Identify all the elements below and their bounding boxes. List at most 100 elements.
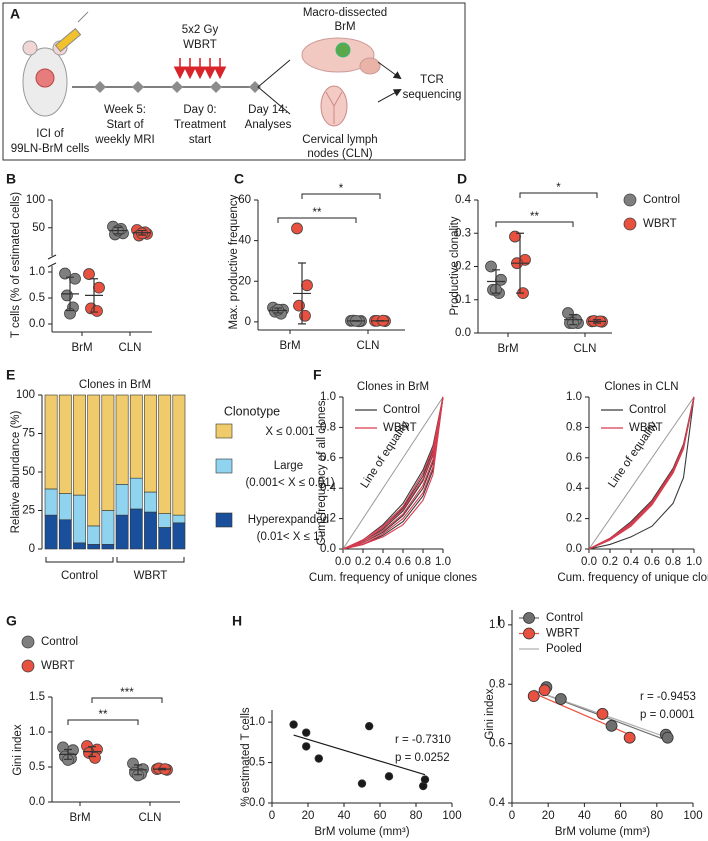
y-tick-label: 0 — [29, 543, 35, 555]
legend-swatch — [215, 423, 233, 439]
y-tick-label: 0.4 — [489, 797, 506, 809]
x-axis-label: BrM volume (mm³) — [314, 826, 409, 838]
bar-segment — [44, 394, 58, 490]
legend-label: Control — [41, 636, 78, 648]
data-point — [93, 281, 105, 294]
brain-icon — [301, 37, 381, 75]
significance-label: *** — [120, 687, 134, 699]
y-tick-label: 0.5 — [249, 757, 265, 769]
data-point — [61, 289, 73, 302]
annotation: r = -0.9453 — [640, 691, 696, 703]
lorenz-curve — [342, 396, 444, 550]
legend-marker — [523, 612, 535, 624]
error-bar — [138, 229, 146, 236]
significance-bracket — [67, 719, 139, 725]
annotation: p = 0.0001 — [640, 709, 695, 721]
bar-segment — [144, 491, 157, 513]
y-tick-label: 0.1 — [455, 294, 471, 306]
x-tick-label: BrM — [71, 342, 92, 354]
bar-segment — [172, 394, 186, 516]
y-axis-label: Max. productive frequency — [228, 194, 240, 329]
y-tick-label: 0.6 — [489, 738, 505, 750]
lorenz-curve — [342, 396, 444, 550]
group-label: WBRT — [134, 570, 168, 582]
branch — [257, 59, 291, 115]
error-bar — [114, 226, 122, 235]
diagram-label: nodes (CLN) — [307, 148, 372, 160]
x-tick-label: 0 — [509, 810, 515, 822]
panel-letter: E — [6, 367, 15, 383]
legend-label: WBRT — [41, 660, 75, 672]
legend-marker — [623, 193, 637, 207]
data-point — [596, 708, 609, 720]
bar-segment — [158, 513, 172, 528]
legend-label: WBRT — [383, 422, 417, 434]
data-point — [554, 693, 567, 705]
error-bar — [158, 767, 166, 771]
data-point — [420, 775, 430, 784]
bar-segment — [172, 522, 186, 550]
diagram-label: Treatment — [174, 119, 227, 131]
x-tick-label: 20 — [542, 810, 555, 822]
y-tick-label: 40 — [238, 235, 251, 247]
diagram-label: start — [189, 134, 212, 146]
radiation-arrows — [173, 58, 227, 80]
lorenz-curve — [588, 396, 695, 550]
y-axis-label: Productive clonality — [449, 216, 461, 315]
data-point — [365, 721, 374, 731]
bar-segment — [44, 488, 58, 516]
y-tick-label: 0.2 — [455, 261, 471, 273]
legend-marker — [21, 635, 35, 649]
x-tick-label: 20 — [302, 810, 315, 822]
y-tick-label: 25 — [22, 505, 35, 517]
data-point — [538, 684, 551, 697]
data-point — [623, 731, 636, 744]
y-tick-label: 0.5 — [29, 761, 45, 773]
data-point — [89, 752, 101, 764]
y-tick-label: 0.4 — [566, 482, 583, 494]
data-point — [83, 268, 95, 280]
x-tick-label: 0.2 — [602, 556, 618, 568]
panel-letter: D — [457, 171, 467, 187]
y-axis-label: Relative abundance (%) — [10, 410, 22, 533]
mouse-icon — [22, 11, 89, 117]
y-tick-label: 0.5 — [29, 292, 45, 304]
significance-label: * — [556, 182, 561, 194]
bar-segment — [87, 544, 101, 550]
diagram-label: 99LN-BrM cells — [11, 143, 90, 155]
diagram-label: Analyses — [245, 119, 292, 131]
legend-label: Pooled — [546, 643, 582, 655]
x-tick-label: BrM — [497, 343, 518, 355]
y-tick-label: 0 — [245, 316, 251, 328]
data-point — [661, 731, 674, 744]
data-point — [314, 754, 323, 763]
legend-swatch — [215, 512, 233, 528]
annotation: p = 0.0252 — [395, 752, 450, 764]
bar-segment — [58, 394, 72, 494]
x-tick-label: 0.4 — [375, 556, 392, 568]
y-axis-label: Cum. frequency of all clones — [316, 400, 328, 545]
bar-segment — [73, 394, 86, 496]
data-point — [289, 720, 298, 729]
legend-label: Control — [643, 194, 680, 206]
diagram-label: WBRT — [183, 39, 217, 51]
x-tick-label: 0.8 — [665, 556, 681, 568]
x-axis-label: Cum. frequency of unique clones — [309, 572, 477, 584]
y-tick-label: 1.0 — [489, 619, 505, 631]
data-point — [527, 690, 540, 703]
diagram-label: Start of — [106, 119, 144, 131]
significance-label: ** — [99, 709, 108, 721]
error-bar — [516, 232, 524, 294]
x-tick-label: 1.0 — [686, 556, 702, 568]
data-point — [302, 728, 311, 737]
data-point — [495, 273, 507, 286]
fit-line — [293, 734, 426, 776]
diagram-label: weekly MRI — [94, 134, 154, 146]
x-tick-label: 0.0 — [581, 556, 597, 568]
bar-segment — [129, 508, 143, 550]
data-point — [384, 772, 394, 781]
bar-segment — [129, 394, 143, 479]
legend-label: WBRT — [546, 628, 580, 640]
data-point — [293, 299, 305, 312]
data-point — [301, 279, 313, 292]
